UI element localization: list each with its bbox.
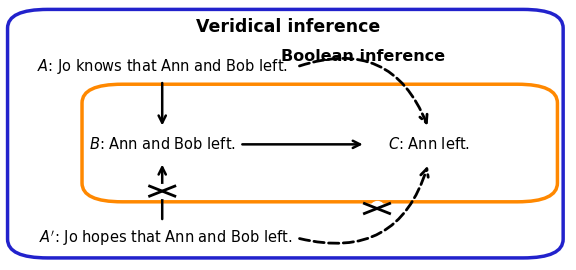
- FancyBboxPatch shape: [82, 84, 558, 202]
- Text: Veridical inference: Veridical inference: [196, 18, 380, 36]
- FancyBboxPatch shape: [7, 9, 563, 258]
- Text: $A'$: Jo hopes that Ann and Bob left.: $A'$: Jo hopes that Ann and Bob left.: [39, 228, 291, 248]
- Text: $B$: Ann and Bob left.: $B$: Ann and Bob left.: [89, 136, 236, 152]
- Text: Boolean inference: Boolean inference: [281, 49, 445, 64]
- Text: $A$: Jo knows that Ann and Bob left.: $A$: Jo knows that Ann and Bob left.: [37, 57, 287, 76]
- Text: $C$: Ann left.: $C$: Ann left.: [388, 136, 469, 152]
